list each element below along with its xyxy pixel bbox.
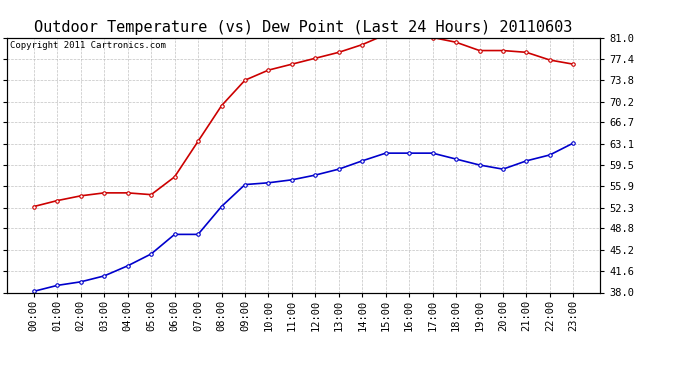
Text: Copyright 2011 Cartronics.com: Copyright 2011 Cartronics.com <box>10 41 166 50</box>
Title: Outdoor Temperature (vs) Dew Point (Last 24 Hours) 20110603: Outdoor Temperature (vs) Dew Point (Last… <box>34 20 573 35</box>
